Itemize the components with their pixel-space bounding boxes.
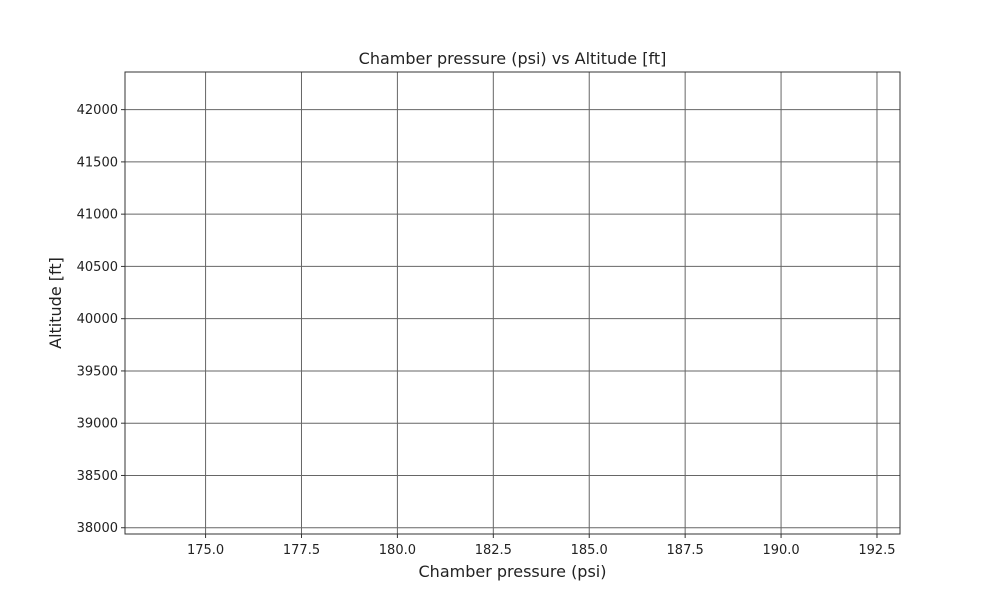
x-tick-label: 182.5 [475,543,512,558]
x-tick-label: 185.0 [571,543,608,558]
y-tick-label: 41500 [77,155,118,170]
x-tick-label: 187.5 [667,543,704,558]
y-axis-label: Altitude [ft] [46,257,65,349]
y-tick-label: 39500 [77,364,118,379]
y-tick-label: 40000 [77,312,118,327]
x-tick-label: 190.0 [762,543,799,558]
y-axis-ticks: 38000 38500 39000 39500 40000 40500 41000 41500… [77,103,125,536]
x-axis-label: Chamber pressure (psi) [419,562,607,581]
x-tick-label: 192.5 [858,543,895,558]
y-tick-label: 42000 [77,103,118,118]
plot-area-frame [124,71,901,535]
y-tick-label: 40500 [77,260,118,275]
y-grid-lines [125,109,900,529]
x-tick-label: 180.0 [379,543,416,558]
x-tick-label: 177.5 [283,543,320,558]
y-tick-label: 39000 [77,417,118,432]
y-tick-label: 38000 [77,521,118,536]
chart-title: Chamber pressure (psi) vs Altitude [ft] [359,49,667,68]
y-tick-label: 41000 [77,208,118,223]
x-tick-label: 175.0 [187,543,224,558]
x-axis-ticks: 175.0 177.5 180.0 182.5 185.0 187.5 190.0 192.5 [187,534,896,558]
y-tick-label: 38500 [77,469,118,484]
x-grid-lines [205,72,878,534]
